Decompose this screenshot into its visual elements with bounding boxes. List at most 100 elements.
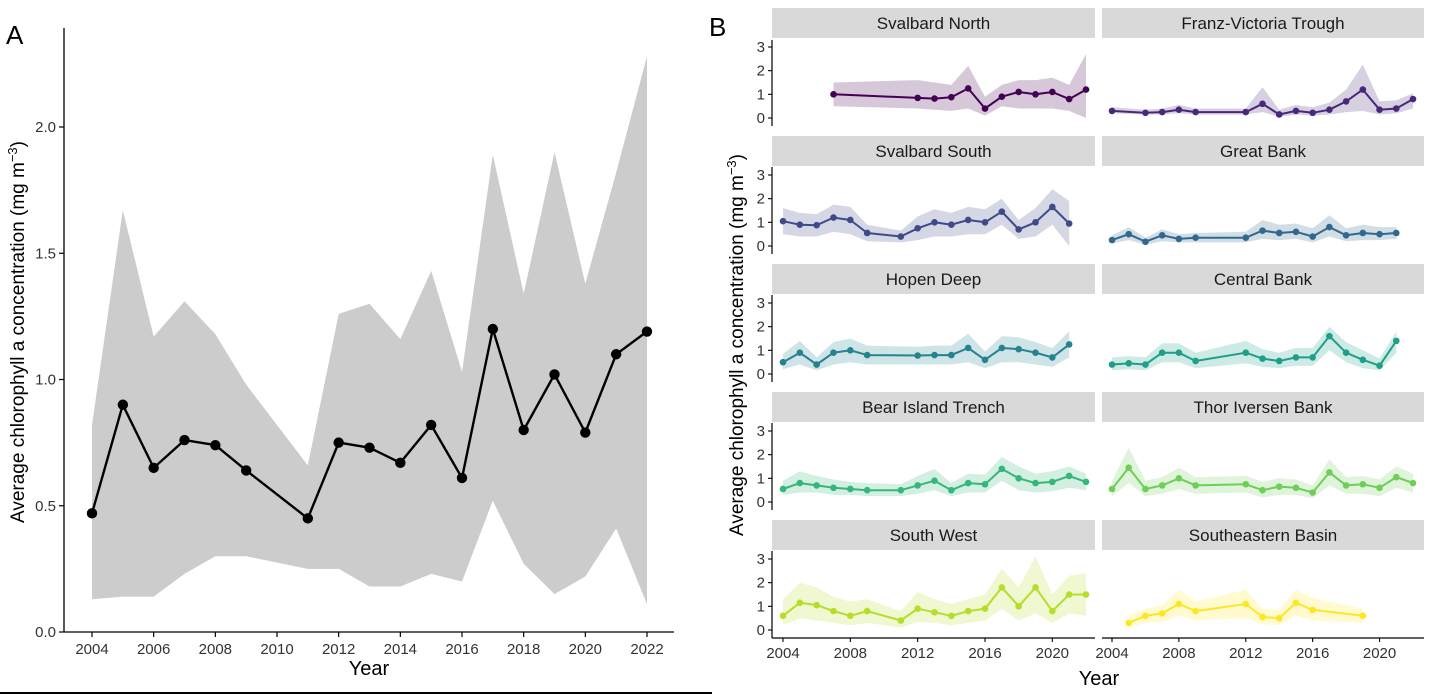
facet-point: [1192, 357, 1199, 365]
facet-ytick-label: 3: [757, 423, 765, 440]
facet-point: [830, 91, 837, 98]
facet-point: [981, 219, 989, 226]
facet-point: [964, 85, 972, 92]
facet-point: [1049, 203, 1056, 211]
facet-point: [948, 612, 955, 620]
facet-point: [1376, 230, 1383, 238]
facet-central-bank: Central Bank: [1102, 264, 1424, 371]
facet-point: [813, 361, 820, 368]
facet-point: [1292, 107, 1300, 115]
facet-point: [813, 221, 820, 229]
facet-strip: [772, 136, 1095, 166]
facet-point: [1065, 472, 1073, 480]
facet-point: [1015, 88, 1022, 96]
facet-point: [1342, 98, 1350, 105]
facet-ytick-label: 1: [757, 598, 765, 615]
facet-svalbard-north: Svalbard North 0 1 2 3: [757, 8, 1095, 127]
facet-point: [1192, 607, 1199, 615]
facet-line: [1111, 335, 1398, 367]
facet-point: [1032, 584, 1039, 591]
facet-franz-victoria-trough: Franz-Victoria Trough: [1102, 8, 1424, 118]
facet-strip-label: Thor Iversen Bank: [1194, 398, 1333, 417]
facet-strip: [1102, 520, 1424, 550]
facet-point: [1049, 478, 1056, 486]
facet-point: [1108, 107, 1116, 115]
panel-a-xtick-label: 2012: [322, 641, 355, 658]
panel-a-xtick-label: 2010: [260, 641, 293, 658]
facet-point: [1192, 482, 1199, 489]
facet-point: [897, 233, 905, 240]
panel-a-xtick-label: 2006: [137, 641, 170, 658]
facet-strip: [1102, 264, 1424, 294]
facet-point: [1065, 591, 1073, 598]
facet-point: [796, 221, 804, 228]
facet-point: [779, 485, 787, 493]
facet-point: [863, 607, 871, 615]
facet-point: [931, 351, 938, 359]
panel-a-ylabel: Average chlorophyll a concentration (mg …: [5, 141, 29, 523]
facet-point: [1242, 349, 1250, 357]
facet-point: [1259, 227, 1266, 234]
facet-thor-iversen-bank: Thor Iversen Bank: [1102, 392, 1424, 499]
facet-ytick-label: 1: [757, 470, 765, 487]
facet-point: [914, 94, 921, 102]
facet-point: [998, 208, 1006, 215]
facet-strip-label: Svalbard South: [875, 142, 991, 161]
panel-a-ytick-label: 1.5: [35, 245, 56, 262]
facet-point: [964, 479, 972, 487]
panel-a-ytick-label: 0.0: [35, 624, 56, 641]
facet-xtick-label: 2016: [968, 645, 1001, 662]
facet-point: [1342, 349, 1350, 357]
facet-point: [1158, 232, 1166, 239]
facet-point: [1158, 349, 1166, 357]
facet-point: [1376, 106, 1383, 114]
panel-b-xlabel: Year: [1079, 668, 1120, 690]
facet-bear-island-trench: Bear Island Trench 0 1 2 3: [757, 392, 1095, 511]
panel-a-point: [395, 457, 406, 469]
panel-a-xtick-label: 2016: [445, 641, 478, 658]
panel-a-ylabel-sup: −3: [5, 147, 20, 162]
facet-point: [847, 612, 854, 620]
facet-point: [1392, 229, 1400, 237]
facet-point: [1142, 485, 1149, 493]
facet-point: [981, 105, 989, 112]
facet-point: [1242, 234, 1250, 242]
panel-a-ytick-label: 1.0: [35, 372, 56, 389]
facet-point: [1192, 234, 1199, 242]
facet-svalbard-south: Svalbard South 0 1 2 3: [757, 136, 1095, 255]
facet-point: [1326, 332, 1333, 340]
facet-point: [1242, 600, 1250, 608]
facet-point: [813, 482, 820, 489]
facet-point: [796, 599, 804, 607]
facet-point: [1326, 469, 1333, 476]
facet-point: [1142, 109, 1149, 117]
facet-point: [981, 605, 989, 612]
facet-strip-label: Bear Island Trench: [862, 398, 1005, 417]
facet-point: [1392, 473, 1400, 481]
facet-point: [897, 486, 905, 494]
facet-point: [1108, 485, 1116, 493]
facet-ribbon: [783, 331, 1070, 371]
panel-b-label: B: [709, 12, 726, 42]
facet-point: [1359, 86, 1367, 93]
facet-point: [830, 484, 837, 492]
panel-a-point: [333, 437, 344, 448]
facet-point: [1275, 614, 1283, 622]
facet-point: [830, 214, 837, 221]
facet-point: [897, 617, 905, 624]
facet-point: [813, 601, 820, 609]
facet-xtick-label: 2012: [1229, 645, 1262, 662]
panel-a-xtick-label: 2008: [199, 641, 232, 658]
facet-point: [1259, 613, 1266, 621]
facet-point: [1125, 230, 1133, 238]
facet-point: [1108, 361, 1116, 368]
panel-b-ylabel-sup: −3: [724, 160, 739, 175]
facet-point: [1032, 349, 1039, 357]
facet-point: [1125, 464, 1133, 471]
facet-point: [847, 216, 854, 224]
facet-point: [948, 351, 955, 359]
facet-line: [1111, 226, 1397, 243]
facet-point: [931, 95, 938, 102]
facet-point: [1065, 220, 1073, 227]
